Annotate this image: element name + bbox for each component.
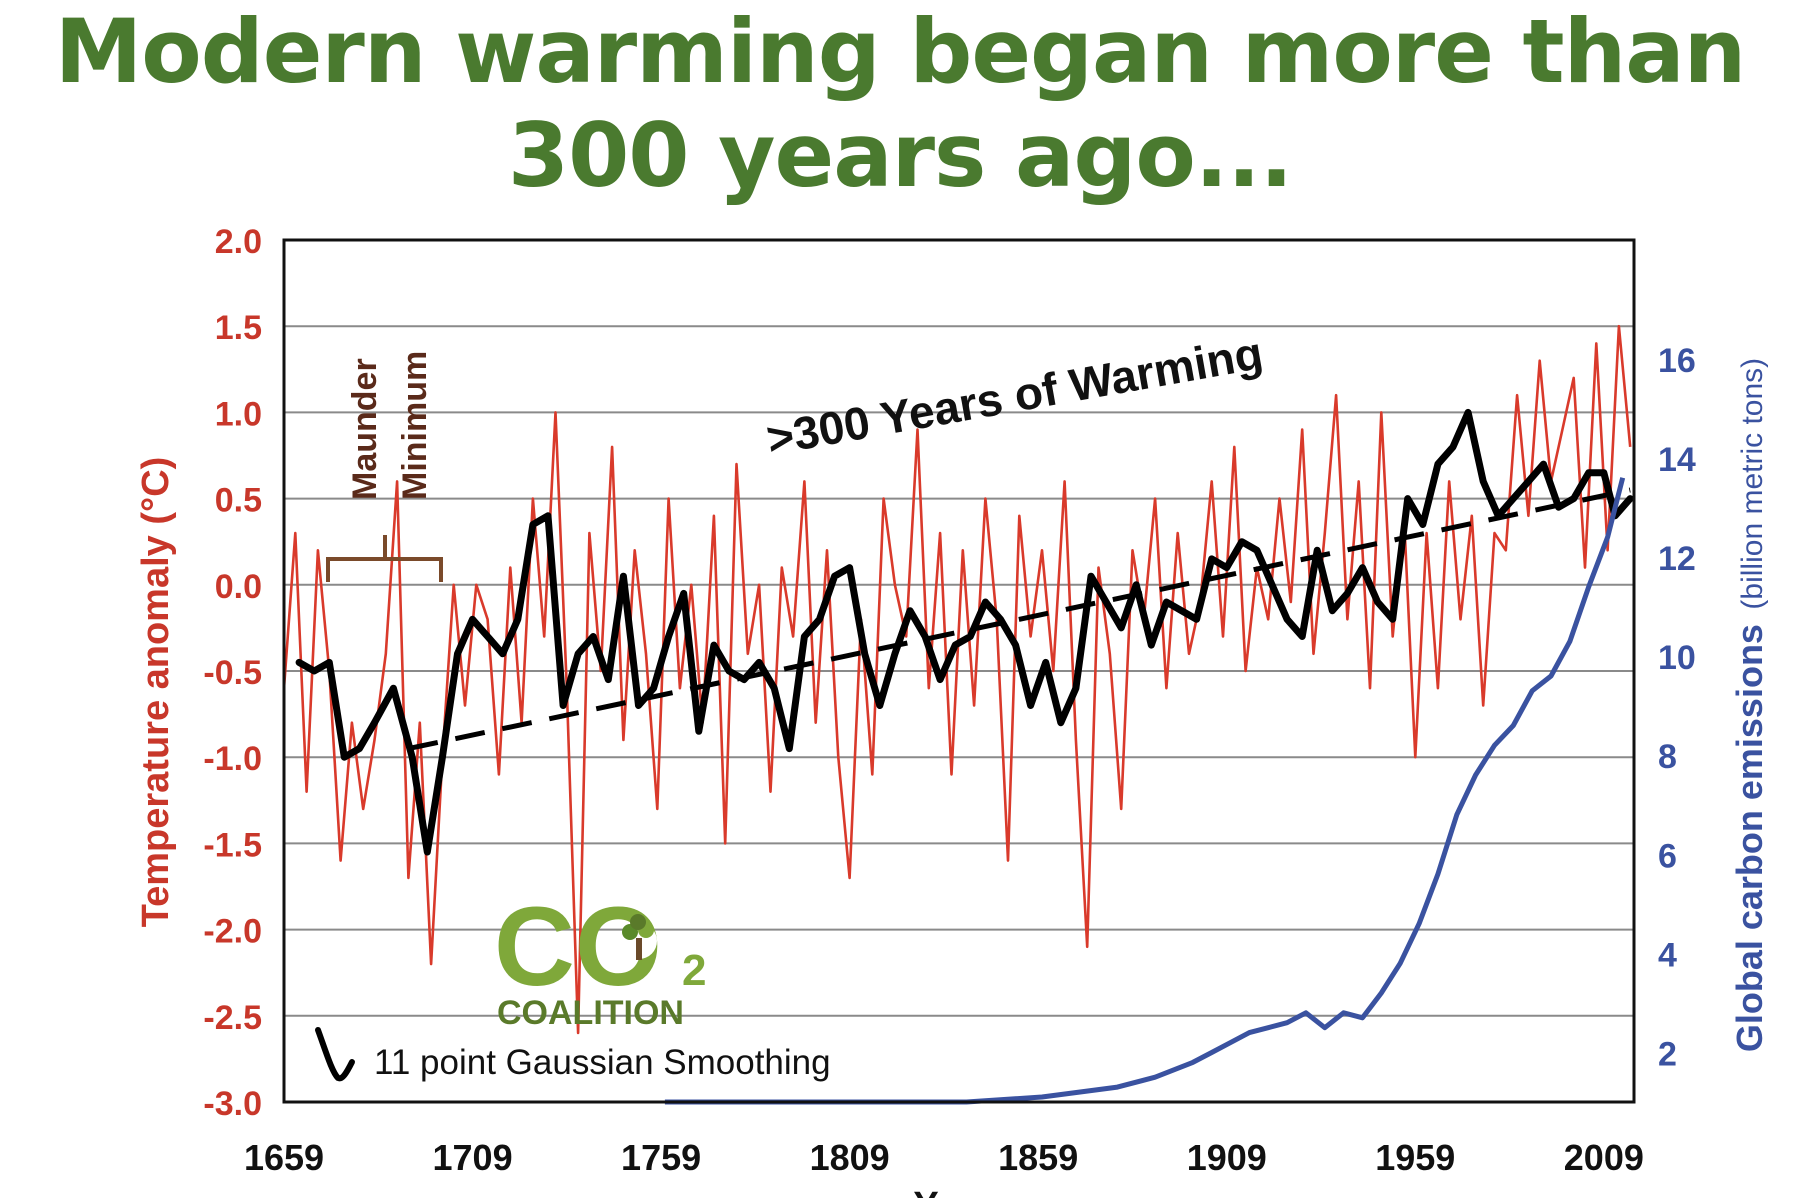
y2-axis-label-unit: (billion metric tons)	[1736, 358, 1769, 610]
maunder-minimum-annotation: Maunder Minimum	[326, 351, 443, 582]
y-tick-label: 1.0	[215, 395, 262, 433]
x-tick-label: 1709	[433, 1137, 513, 1178]
y2-axis-ticks: 16 14 12 10 8 6 4 2	[1658, 342, 1696, 1074]
legend-line-sample	[315, 1027, 355, 1082]
y-tick-label: 0.5	[215, 482, 262, 520]
y2-tick-label: 16	[1658, 342, 1696, 380]
y-tick-label: 1.5	[215, 309, 262, 347]
maunder-label: Maunder	[346, 358, 384, 500]
logo-word: COALITION	[497, 994, 684, 1032]
temperature-line	[282, 324, 1632, 1035]
x-tick-label: 2009	[1564, 1137, 1644, 1178]
plot-frame	[282, 238, 1636, 1104]
x-axis-ticks: 1659 1709 1759 1809 1859 1909 1959 2009	[244, 1137, 1644, 1178]
y-tick-label: 2.0	[215, 223, 262, 261]
trend-line	[407, 487, 1631, 752]
y-tick-label: 0.0	[215, 568, 262, 606]
logo-subscript: 2	[682, 946, 706, 995]
co2-coalition-logo: CO 2 COALITION	[494, 884, 706, 1032]
headline: Modern warming began more than 300 years…	[0, 0, 1800, 208]
minimum-label: Minimum	[396, 351, 434, 500]
x-tick-label: 1959	[1375, 1137, 1455, 1178]
y-tick-label: -1.5	[203, 826, 262, 864]
legend-label: 11 point Gaussian Smoothing	[374, 1043, 831, 1082]
y-tick-label: -1.0	[203, 740, 262, 778]
y2-tick-label: 2	[1658, 1035, 1677, 1073]
y-tick-label: -2.0	[203, 913, 262, 951]
x-tick-label: 1859	[998, 1137, 1078, 1178]
trend-dashed-line	[407, 487, 1631, 752]
maunder-bracket	[326, 535, 443, 582]
smoothing-line	[295, 408, 1634, 856]
emissions-series	[664, 477, 1626, 1105]
y2-tick-label: 4	[1658, 936, 1677, 974]
y-tick-label: -0.5	[203, 654, 262, 692]
y2-axis-label: Global carbon emissions (billion metric …	[1729, 358, 1770, 1052]
tree-icon	[622, 914, 654, 960]
y2-tick-label: 8	[1658, 738, 1677, 776]
smoothing-series	[295, 408, 1634, 856]
y2-tick-label: 10	[1658, 639, 1696, 677]
x-tick-label: 1659	[244, 1137, 324, 1178]
x-tick-label: 1809	[810, 1137, 890, 1178]
x-tick-label: 1909	[1187, 1137, 1267, 1178]
temperature-series	[282, 324, 1632, 1035]
y-tick-label: -3.0	[203, 1085, 262, 1123]
legend: 11 point Gaussian Smoothing	[315, 1027, 831, 1082]
y-tick-label: -2.5	[203, 999, 262, 1037]
y-axis-label: Temperature anomaly (°C)	[135, 457, 177, 928]
x-axis-label: Y	[913, 1185, 938, 1198]
y2-tick-label: 12	[1658, 540, 1696, 578]
emissions-line	[664, 477, 1626, 1105]
x-tick-label: 1759	[621, 1137, 701, 1178]
headline-line-2: 300 years ago...	[507, 104, 1293, 207]
y2-tick-label: 14	[1658, 441, 1696, 479]
y-axis-ticks: 2.0 1.5 1.0 0.5 0.0 -0.5 -1.0 -1.5 -2.0 -2.5 -3.0	[203, 223, 262, 1123]
headline-line-1: Modern warming began more than	[54, 0, 1747, 103]
y2-axis-label-main: Global carbon emissions	[1729, 624, 1770, 1052]
y2-tick-label: 6	[1658, 837, 1677, 875]
